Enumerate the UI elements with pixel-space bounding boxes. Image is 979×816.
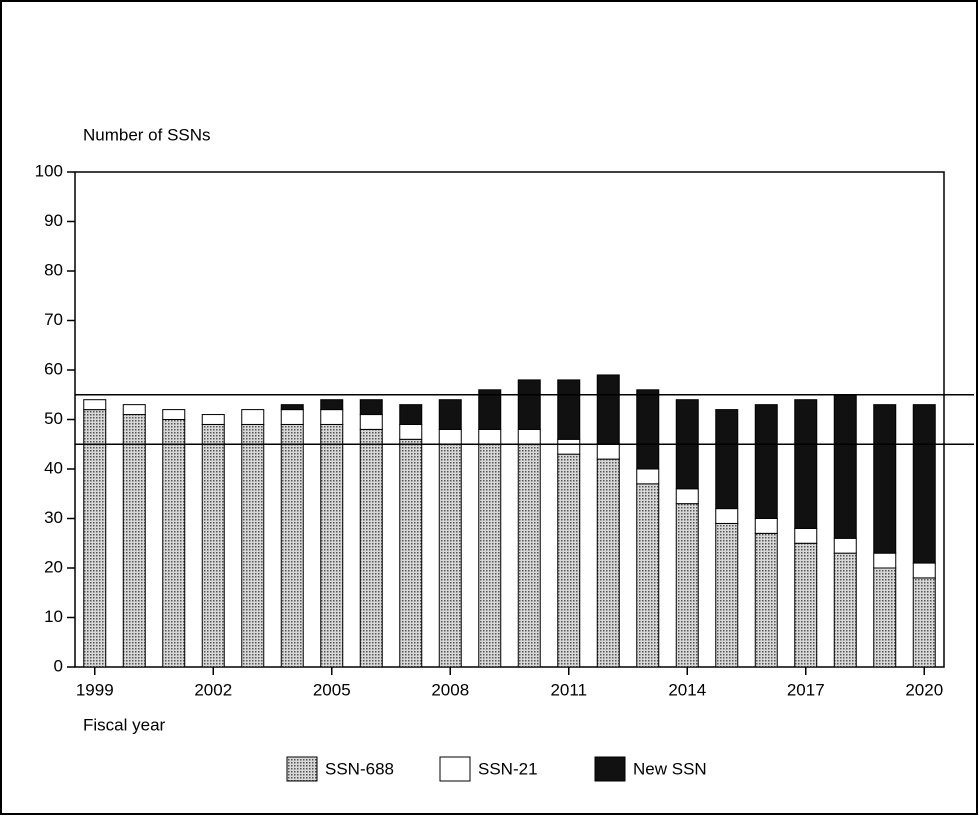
bar-segment [912, 577, 936, 668]
y-tick-label: 50 [44, 409, 63, 428]
x-tick-label: 2020 [905, 680, 943, 699]
bar-segment [201, 414, 225, 425]
bar-segment [280, 423, 304, 668]
bar-segment [636, 483, 660, 668]
bar-segment [715, 409, 739, 510]
y-tick-label: 20 [44, 557, 63, 576]
x-tick-label: 2017 [787, 680, 825, 699]
bar-segment [794, 527, 818, 544]
legend-label: SSN-21 [478, 759, 538, 778]
bar-segment [596, 374, 620, 445]
bar-segment [517, 443, 541, 668]
bar-segment [557, 379, 581, 440]
bar-segment [912, 404, 936, 564]
bar-segment [833, 394, 857, 539]
bar-segment [873, 552, 897, 569]
bar-segment [241, 423, 265, 668]
x-tick-label: 2014 [668, 680, 706, 699]
bar-segment [399, 423, 423, 440]
bar-segment [280, 404, 304, 411]
bar-segment [833, 552, 857, 668]
legend-swatch [439, 756, 471, 782]
legend-label: New SSN [633, 759, 707, 778]
bar-segment [359, 428, 383, 668]
bar-segment [794, 399, 818, 529]
bar-segment [83, 399, 107, 411]
bar-segment [399, 404, 423, 425]
bar-segment [833, 537, 857, 554]
bar-segment [675, 503, 699, 668]
bar-segment [399, 438, 423, 668]
bar-segment [162, 419, 186, 668]
bar-segment [320, 409, 344, 425]
bar-segment [320, 399, 344, 411]
bar-segment [754, 404, 778, 519]
x-tick-label: 2005 [313, 680, 351, 699]
bar-segment [320, 423, 344, 668]
bar-segment [438, 443, 462, 668]
bar-segment [715, 522, 739, 668]
bar-segment [873, 404, 897, 554]
bar-segment [438, 399, 462, 430]
bar-segment [794, 542, 818, 668]
bar-segment [596, 443, 620, 460]
bar-segment [675, 488, 699, 505]
bar-segment [517, 428, 541, 445]
y-tick-label: 80 [44, 260, 63, 279]
bar-segment [241, 409, 265, 425]
y-tick-label: 0 [54, 656, 63, 675]
y-axis-label: Number of SSNs [83, 125, 211, 144]
bar-segment [636, 389, 660, 470]
bar-segment [478, 428, 502, 445]
x-tick-label: 2008 [431, 680, 469, 699]
bar-segment [478, 443, 502, 668]
x-tick-label: 2002 [194, 680, 232, 699]
bar-segment [359, 399, 383, 416]
bar-segment [596, 458, 620, 668]
bar-segment [557, 438, 581, 455]
bar-segment [912, 562, 936, 579]
bar-segment [122, 414, 146, 668]
bar-segment [517, 379, 541, 430]
x-tick-label: 2011 [550, 680, 587, 699]
legend-swatch [286, 756, 318, 782]
legend-label: SSN-688 [325, 759, 394, 778]
x-axis-label: Fiscal year [83, 715, 166, 734]
bar-segment [557, 453, 581, 668]
y-tick-label: 30 [44, 508, 63, 527]
y-tick-label: 10 [44, 607, 63, 626]
bar-segment [83, 409, 107, 668]
legend-swatch [594, 756, 626, 782]
bar-segment [754, 518, 778, 534]
bar-segment [478, 389, 502, 430]
bar-segment [359, 414, 383, 430]
y-tick-label: 70 [44, 310, 63, 329]
bar-segment [280, 409, 304, 425]
bar-segment [754, 532, 778, 668]
bar-segment [873, 567, 897, 668]
bar-segment [636, 468, 660, 485]
bar-segment [715, 508, 739, 524]
bar-segment [438, 428, 462, 445]
y-tick-label: 90 [44, 211, 63, 230]
y-tick-label: 100 [35, 161, 63, 180]
bar-segment [122, 404, 146, 416]
x-tick-label: 1999 [76, 680, 114, 699]
bar-segment [201, 423, 225, 668]
y-tick-label: 60 [44, 359, 63, 378]
bar-segment [162, 409, 186, 421]
y-tick-label: 40 [44, 458, 63, 477]
